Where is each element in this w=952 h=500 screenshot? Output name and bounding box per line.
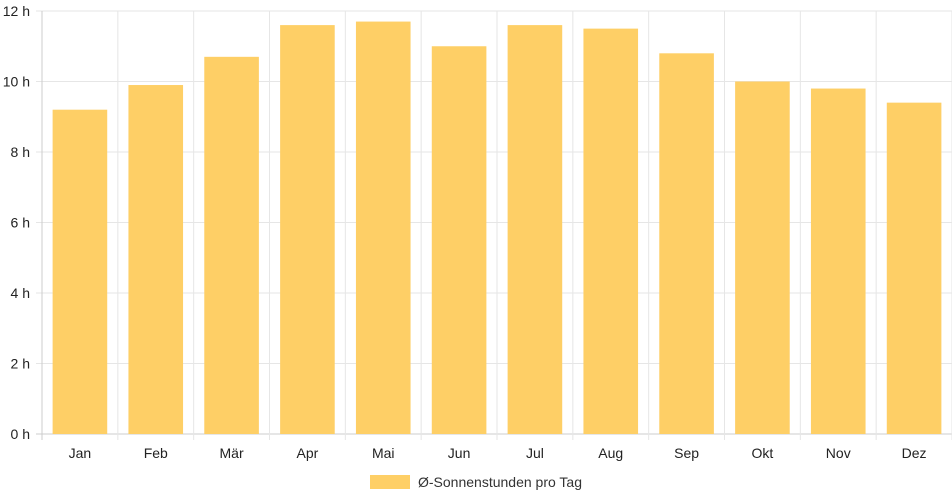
x-tick-label: Dez	[902, 445, 927, 461]
y-tick-label: 8 h	[11, 144, 30, 160]
bar-aug	[583, 28, 639, 434]
x-tick-label: Nov	[826, 445, 851, 461]
x-tick-label: Sep	[674, 445, 699, 461]
x-tick-label: Okt	[752, 445, 774, 461]
gridlines	[36, 10, 952, 440]
x-tick-label: Jul	[526, 445, 544, 461]
y-axis-ticks: 0 h 2 h 4 h 6 h 8 h 10 h 12 h	[3, 3, 30, 442]
x-tick-label: Jan	[69, 445, 92, 461]
legend[interactable]: Ø-Sonnenstunden pro Tag	[0, 470, 952, 494]
legend-label: Ø-Sonnenstunden pro Tag	[418, 474, 582, 490]
y-tick-label: 0 h	[11, 426, 30, 442]
bar-dez	[886, 102, 942, 435]
x-tick-label: Mär	[220, 445, 244, 461]
bar-mai	[355, 21, 411, 434]
y-tick-label: 10 h	[3, 74, 30, 90]
bar-jan	[52, 109, 108, 434]
bars	[52, 21, 942, 435]
y-tick-label: 12 h	[3, 3, 30, 19]
bar-jun	[431, 46, 487, 434]
bar-jul	[507, 25, 563, 434]
y-tick-label: 2 h	[11, 356, 30, 372]
bar-sep	[659, 53, 714, 435]
x-tick-label: Jun	[448, 445, 471, 461]
bar-apr	[280, 25, 335, 434]
bar-nov	[810, 88, 866, 435]
x-tick-label: Mai	[372, 445, 395, 461]
legend-swatch	[370, 475, 410, 489]
x-tick-label: Feb	[144, 445, 168, 461]
y-tick-label: 6 h	[11, 215, 30, 231]
x-axis-ticks: Jan Feb Mär Apr Mai Jun Jul Aug Sep Okt Nov Dez	[69, 445, 927, 461]
x-tick-label: Apr	[297, 445, 319, 461]
bar-chart: 0 h2 h4 h6 h8 h10 h12 h Jan Feb Mär Apr Mai J…	[3, 3, 952, 461]
bar-mär	[204, 56, 259, 434]
bar-okt	[735, 81, 790, 434]
y-tick-label: 4 h	[11, 285, 30, 301]
x-tick-label: Aug	[598, 445, 623, 461]
bar-feb	[128, 85, 184, 435]
